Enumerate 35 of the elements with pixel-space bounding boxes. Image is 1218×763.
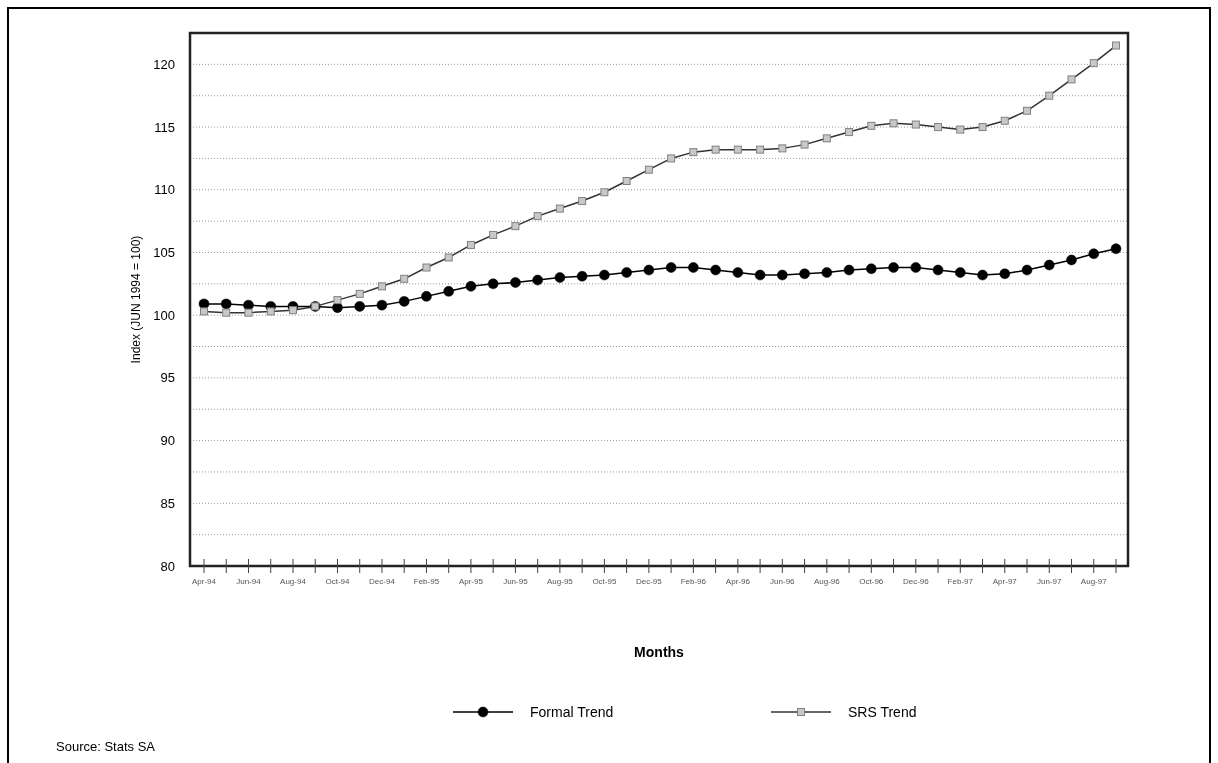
- x-tick-label: Aug-96: [813, 577, 841, 586]
- y-tick-label: 110: [154, 182, 175, 198]
- x-tick-label: Aug-94: [280, 577, 307, 586]
- legend-label: Formal Trend: [530, 703, 614, 720]
- x-tick-label: Aug-97: [1080, 577, 1108, 586]
- y-tick-label: 80: [160, 558, 175, 574]
- y-tick-label: 105: [153, 245, 175, 261]
- x-tick-label: Apr-94: [191, 577, 217, 586]
- source-note: Source: Stats SA: [56, 738, 156, 754]
- x-tick-label: Dec-96: [902, 577, 930, 586]
- x-tick-label: Feb-97: [947, 577, 974, 586]
- x-axis-title: Months: [634, 644, 685, 660]
- y-tick-label: 120: [153, 56, 175, 72]
- x-tick-label: Feb-96: [680, 577, 707, 586]
- y-tick-label: 85: [160, 495, 175, 511]
- y-tick-label: 115: [154, 119, 175, 135]
- x-tick-label: Feb-95: [413, 577, 440, 586]
- legend-label: SRS Trend: [848, 703, 917, 720]
- x-tick-label: Aug-95: [547, 577, 574, 586]
- x-tick-label: Apr-96: [725, 577, 751, 586]
- y-tick-label: 100: [153, 307, 175, 323]
- x-tick-label: Apr-97: [992, 577, 1018, 586]
- x-tick-label: Jun-96: [770, 577, 796, 586]
- x-tick-label: Oct-95: [592, 577, 617, 586]
- x-tick-label: Jun-97: [1037, 577, 1063, 586]
- x-tick-label: Oct-96: [859, 577, 884, 586]
- y-tick-label: 90: [160, 433, 175, 449]
- x-tick-label: Dec-94: [369, 577, 396, 586]
- y-axis-title: Index (JUN 1994 = 100): [129, 235, 143, 364]
- y-tick-label: 95: [160, 370, 175, 386]
- x-tick-label: Apr-95: [458, 577, 484, 586]
- x-tick-label: Dec-95: [635, 577, 663, 586]
- x-tick-label: Oct-94: [325, 577, 351, 586]
- x-tick-label: Jun-94: [236, 577, 262, 586]
- x-tick-label: Jun-95: [503, 577, 529, 586]
